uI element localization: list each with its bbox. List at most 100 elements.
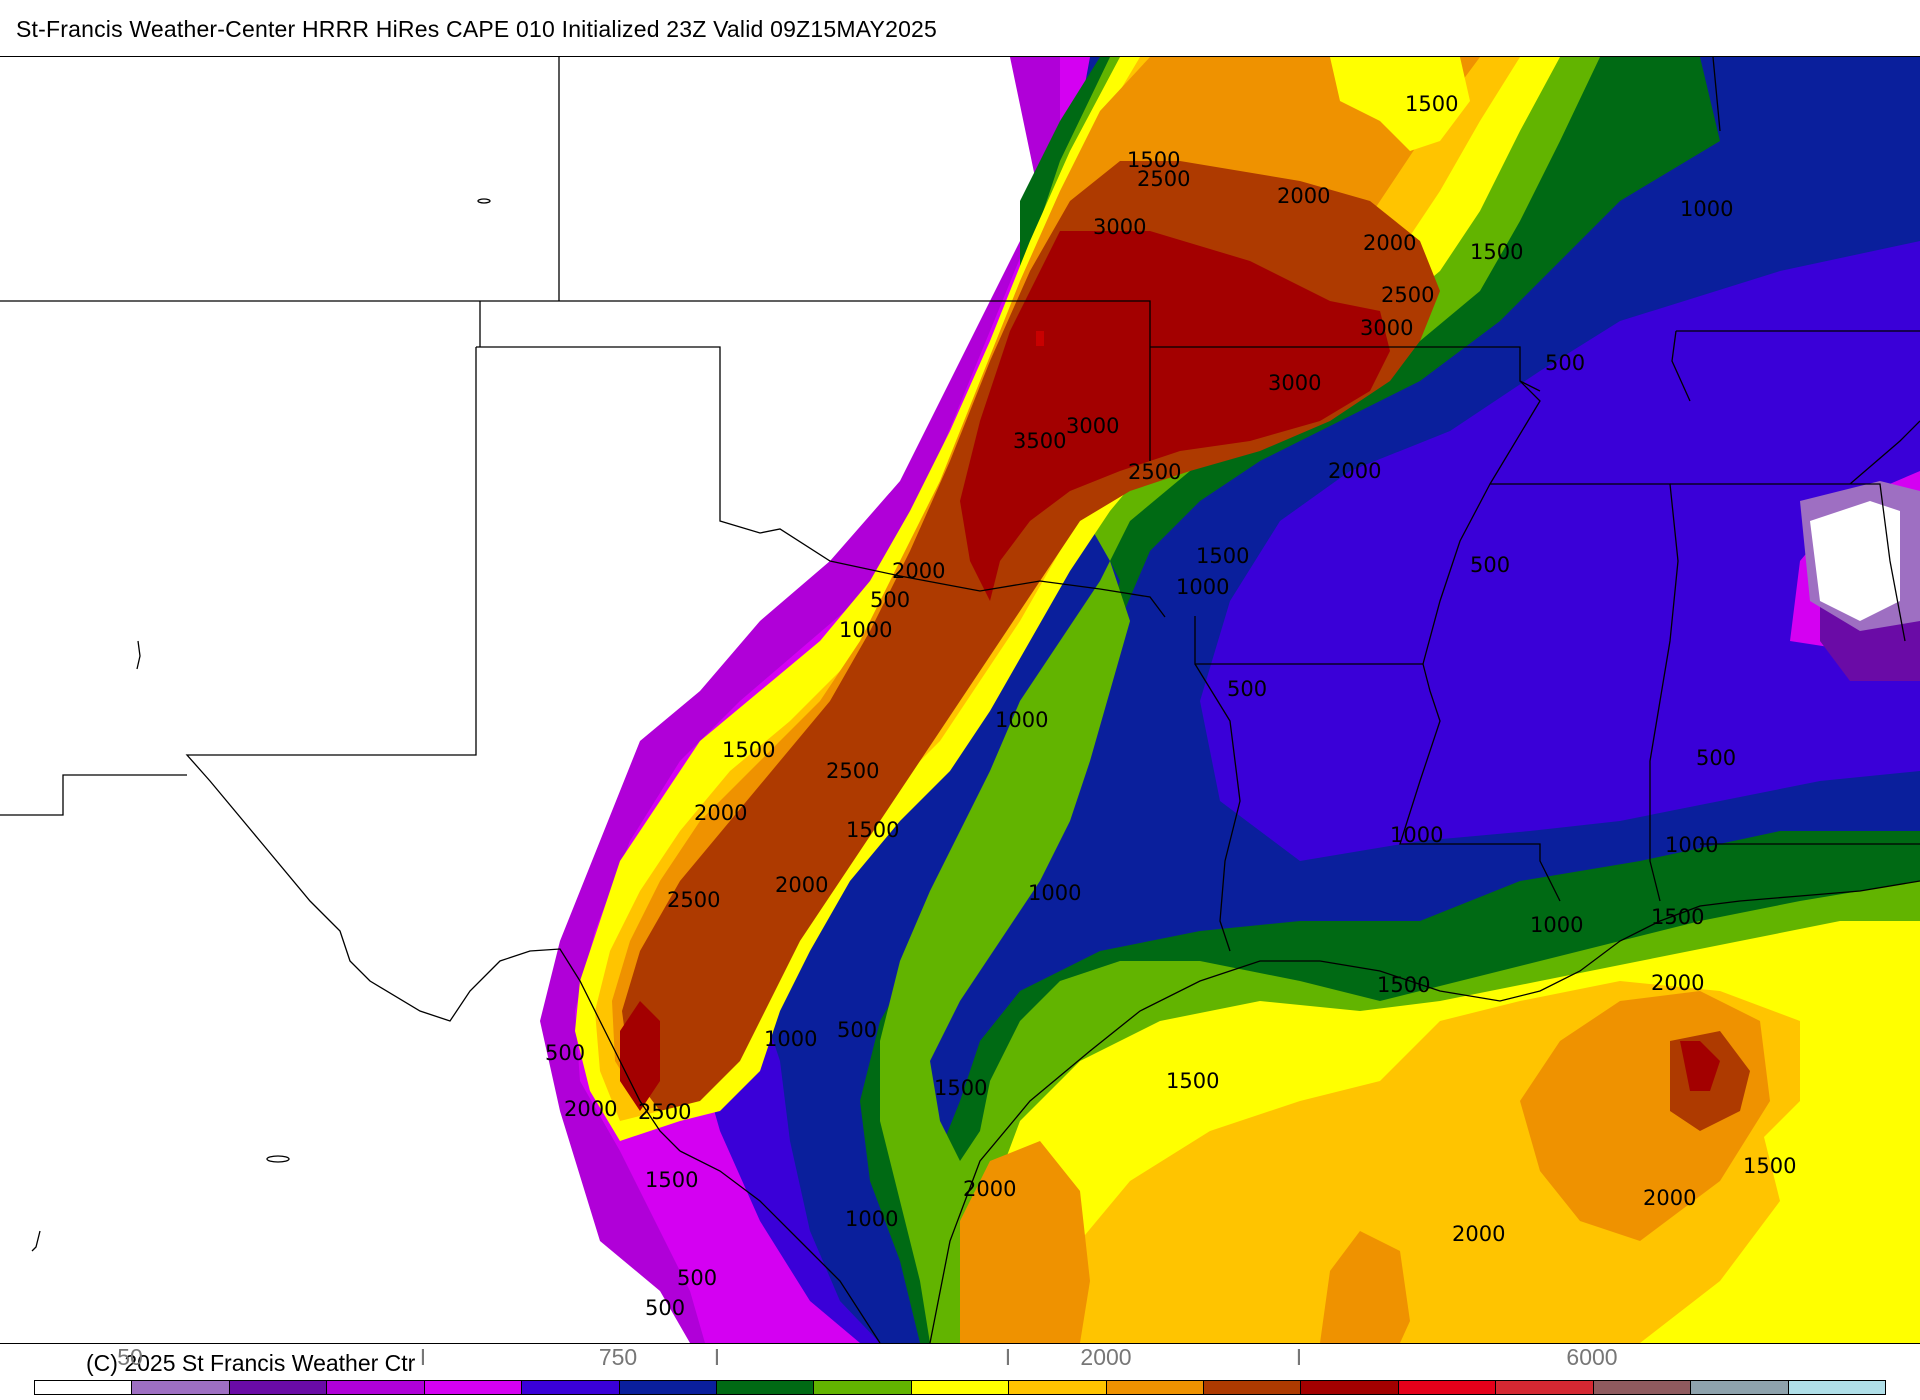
contour-label: 2500	[667, 888, 720, 912]
coastline	[679, 1150, 881, 1343]
contour-label: 2500	[1137, 167, 1190, 191]
contour-label: 1500	[1743, 1154, 1796, 1178]
contour-label: 1000	[764, 1027, 817, 1051]
coastline	[929, 880, 1920, 1343]
colorbar-swatch	[814, 1381, 912, 1394]
contour-labels: 1500 1500 2500 2000 2000 1500 1000 3000 …	[545, 92, 1796, 1320]
lake-outline	[31, 1230, 41, 1252]
cape-colorbar	[34, 1380, 1886, 1395]
contour-label: 1000	[1530, 913, 1583, 937]
colorbar-swatch	[522, 1381, 620, 1394]
contour-label: 500	[1227, 677, 1267, 701]
legend-tick-label: 2000	[1080, 1344, 1132, 1370]
state-borders	[0, 57, 1920, 1343]
contour-label: 1500	[1377, 973, 1430, 997]
contour-label: 1500	[1127, 148, 1180, 172]
no-cape-east	[1810, 501, 1900, 621]
contour-label: 1000	[839, 618, 892, 642]
border-line	[1194, 663, 1241, 952]
legend-tick-label: 6000	[1566, 1344, 1618, 1370]
contour-label: 3000	[1360, 316, 1413, 340]
border-line	[1150, 346, 1541, 392]
border-line	[185, 347, 681, 1152]
cape-fill-layers	[540, 57, 1920, 1343]
contour-label: 500	[870, 588, 910, 612]
contour-label: 500	[645, 1296, 685, 1320]
cape-layer-1750-north	[1330, 57, 1470, 151]
contour-label: 2000	[892, 559, 945, 583]
border-line	[1194, 616, 1561, 902]
legend-tick-label: I	[419, 1344, 427, 1370]
border-line	[476, 346, 1166, 618]
border-line	[0, 300, 1151, 461]
lake-outline	[136, 640, 141, 670]
border-line	[0, 774, 187, 816]
contour-label: 1000	[845, 1207, 898, 1231]
legend-tick-label: 50	[117, 1344, 143, 1370]
contour-label: 2500	[1128, 460, 1181, 484]
contour-label: 3000	[1066, 414, 1119, 438]
border-line	[1671, 330, 1691, 402]
colorbar-swatch	[1009, 1381, 1107, 1394]
contour-label: 500	[1696, 746, 1736, 770]
contour-label: 2000	[1643, 1186, 1696, 1210]
contour-label: 1000	[1680, 197, 1733, 221]
contour-label: 1500	[1470, 240, 1523, 264]
contour-label: 1000	[995, 708, 1048, 732]
contour-label: 500	[837, 1018, 877, 1042]
contour-label: 1000	[1028, 881, 1081, 905]
colorbar-swatch	[424, 1381, 523, 1394]
border-line	[1849, 420, 1920, 485]
copyright-text: (C) 2025 St Francis Weather Ctr	[86, 1350, 416, 1376]
contour-label: 1000	[1390, 823, 1443, 847]
contour-label: 2500	[826, 759, 879, 783]
colorbar-swatch	[35, 1381, 133, 1394]
contour-label: 1500	[846, 818, 899, 842]
contour-label: 2000	[1328, 459, 1381, 483]
contour-label: 2000	[1277, 184, 1330, 208]
contour-label: 2000	[775, 873, 828, 897]
colorbar-swatch	[132, 1381, 230, 1394]
border-line	[1670, 483, 1906, 642]
border-line	[1489, 380, 1541, 485]
contour-label: 2000	[963, 1177, 1016, 1201]
colorbar-swatch	[716, 1381, 815, 1394]
contour-label: 1000	[1665, 833, 1718, 857]
legend-tick-label: I	[1295, 1344, 1303, 1370]
legend-tick-label: 750	[598, 1344, 638, 1370]
border-line	[1422, 483, 1679, 902]
contour-label: 500	[545, 1041, 585, 1065]
colorbar-swatch	[911, 1381, 1010, 1394]
contour-label: 1500	[934, 1076, 987, 1100]
cape-map: 1500 1500 2500 2000 2000 1500 1000 3000 …	[0, 56, 1920, 1344]
colorbar-swatch	[1496, 1381, 1594, 1394]
cape-layer-4000	[1036, 331, 1044, 346]
cape-layer-3500	[620, 231, 1720, 1111]
legend-tick-label: I	[713, 1344, 721, 1370]
contour-label: 1500	[1196, 544, 1249, 568]
colorbar-swatch	[1788, 1381, 1886, 1394]
contour-label: 1500	[1166, 1069, 1219, 1093]
colorbar-swatch	[1593, 1381, 1692, 1394]
contour-label: 1500	[1405, 92, 1458, 116]
contour-label: 2000	[1452, 1222, 1505, 1246]
cape-layer-2000	[595, 57, 1800, 1343]
colorbar-swatch	[327, 1381, 425, 1394]
colorbar-swatch	[619, 1381, 717, 1394]
colorbar-swatch	[1106, 1381, 1205, 1394]
contour-label: 2500	[1381, 283, 1434, 307]
legend-tick-label: I	[1004, 1344, 1012, 1370]
colorbar-swatch	[1691, 1381, 1789, 1394]
colorbar-swatch	[1398, 1381, 1497, 1394]
contour-label: 2500	[638, 1100, 691, 1124]
contour-label: 2000	[1651, 971, 1704, 995]
contour-label: 2000	[564, 1097, 617, 1121]
lake-outline	[477, 198, 491, 204]
contour-label: 2000	[1363, 231, 1416, 255]
contour-label: 3000	[1268, 371, 1321, 395]
contour-label: 3000	[1093, 215, 1146, 239]
contour-label: 1500	[722, 738, 775, 762]
colorbar-swatch	[1204, 1381, 1302, 1394]
contour-label: 500	[1470, 553, 1510, 577]
contour-label: 1000	[1176, 575, 1229, 599]
